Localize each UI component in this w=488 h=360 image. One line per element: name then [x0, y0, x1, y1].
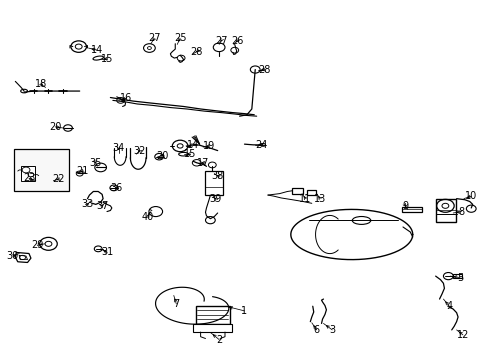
Text: 12: 12 — [456, 330, 468, 340]
Text: 30: 30 — [7, 251, 19, 261]
Text: 15: 15 — [101, 54, 113, 64]
Text: 11: 11 — [299, 194, 311, 204]
Text: 23: 23 — [23, 173, 35, 183]
Text: 17: 17 — [197, 158, 209, 168]
Text: 16: 16 — [120, 93, 132, 103]
Text: 38: 38 — [211, 171, 224, 181]
Ellipse shape — [93, 56, 103, 60]
Text: 34: 34 — [112, 143, 124, 153]
Text: 36: 36 — [110, 183, 122, 193]
Bar — [21, 166, 35, 181]
Text: 27: 27 — [148, 33, 160, 43]
Text: 27: 27 — [214, 36, 227, 46]
Text: 9: 9 — [402, 201, 407, 211]
Text: 5: 5 — [456, 273, 462, 283]
Bar — [195, 306, 229, 324]
Text: 28: 28 — [190, 46, 203, 57]
Text: 35: 35 — [89, 158, 102, 168]
Text: 1: 1 — [241, 306, 247, 316]
Text: 8: 8 — [457, 207, 464, 217]
Text: 20: 20 — [49, 122, 61, 132]
Bar — [452, 274, 461, 278]
Text: 15: 15 — [183, 149, 196, 159]
Text: 28: 28 — [257, 64, 270, 75]
Text: 40: 40 — [142, 212, 154, 221]
Text: 29: 29 — [31, 240, 43, 250]
Text: 13: 13 — [313, 194, 325, 204]
Ellipse shape — [260, 143, 265, 146]
Text: 24: 24 — [255, 140, 267, 150]
Bar — [14, 149, 69, 192]
Text: 14: 14 — [91, 45, 103, 55]
Text: 33: 33 — [81, 199, 93, 210]
Text: 39: 39 — [209, 194, 221, 204]
Text: 14: 14 — [187, 140, 199, 150]
Bar — [435, 199, 455, 222]
Text: 6: 6 — [313, 325, 319, 335]
Text: 32: 32 — [133, 145, 145, 156]
Text: 21: 21 — [76, 166, 89, 176]
Text: 22: 22 — [52, 174, 64, 184]
Text: 18: 18 — [35, 79, 47, 89]
Text: 7: 7 — [173, 299, 179, 309]
Bar — [401, 207, 421, 212]
Ellipse shape — [20, 89, 27, 93]
Text: 3: 3 — [328, 325, 335, 335]
Text: 20: 20 — [156, 150, 168, 161]
Text: 25: 25 — [174, 33, 186, 43]
Ellipse shape — [178, 152, 188, 156]
Text: 2: 2 — [216, 334, 222, 345]
Text: 37: 37 — [96, 201, 108, 211]
Text: 10: 10 — [464, 191, 476, 201]
Bar — [306, 190, 315, 195]
Text: 26: 26 — [230, 36, 243, 46]
Text: 19: 19 — [203, 141, 215, 151]
Bar — [292, 188, 303, 194]
Bar — [193, 324, 232, 332]
Text: 4: 4 — [446, 301, 451, 311]
Ellipse shape — [351, 216, 370, 224]
Bar — [204, 171, 223, 195]
Text: 31: 31 — [101, 247, 113, 257]
